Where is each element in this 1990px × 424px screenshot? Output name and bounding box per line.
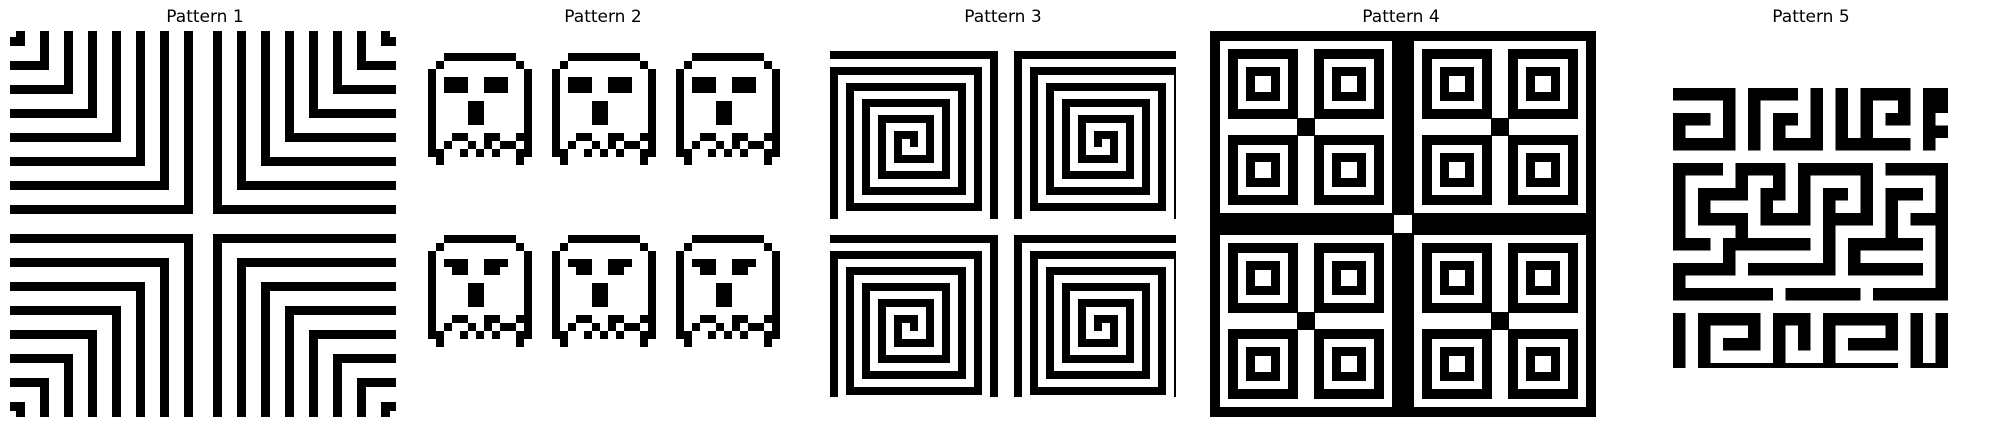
pattern-title: Pattern 3 (964, 7, 1042, 27)
ghost-sprite (676, 53, 780, 165)
square-spiral (1014, 235, 1176, 397)
pattern-image (428, 53, 780, 347)
pattern-image (10, 31, 396, 417)
pattern-image (830, 51, 1176, 397)
ghost-sprite (552, 235, 656, 347)
pattern-image (1673, 88, 1948, 368)
square-spiral (830, 235, 998, 397)
square-spiral (830, 51, 998, 219)
ghost-sprite (428, 53, 532, 165)
pattern-image (1210, 31, 1596, 417)
pattern-title: Pattern 4 (1362, 7, 1440, 27)
pattern-title: Pattern 2 (564, 7, 642, 27)
ghost-sprite (676, 235, 780, 347)
nested-tiles (1220, 41, 1586, 407)
ghost-sprite (428, 235, 532, 347)
ghost-sprite (552, 53, 656, 165)
pattern-title: Pattern 1 (166, 7, 244, 27)
square-spiral (1014, 51, 1176, 219)
pattern-title: Pattern 5 (1772, 7, 1850, 27)
corner-stripes (10, 31, 396, 417)
maze (1673, 88, 1948, 368)
center-notch (1394, 215, 1412, 233)
